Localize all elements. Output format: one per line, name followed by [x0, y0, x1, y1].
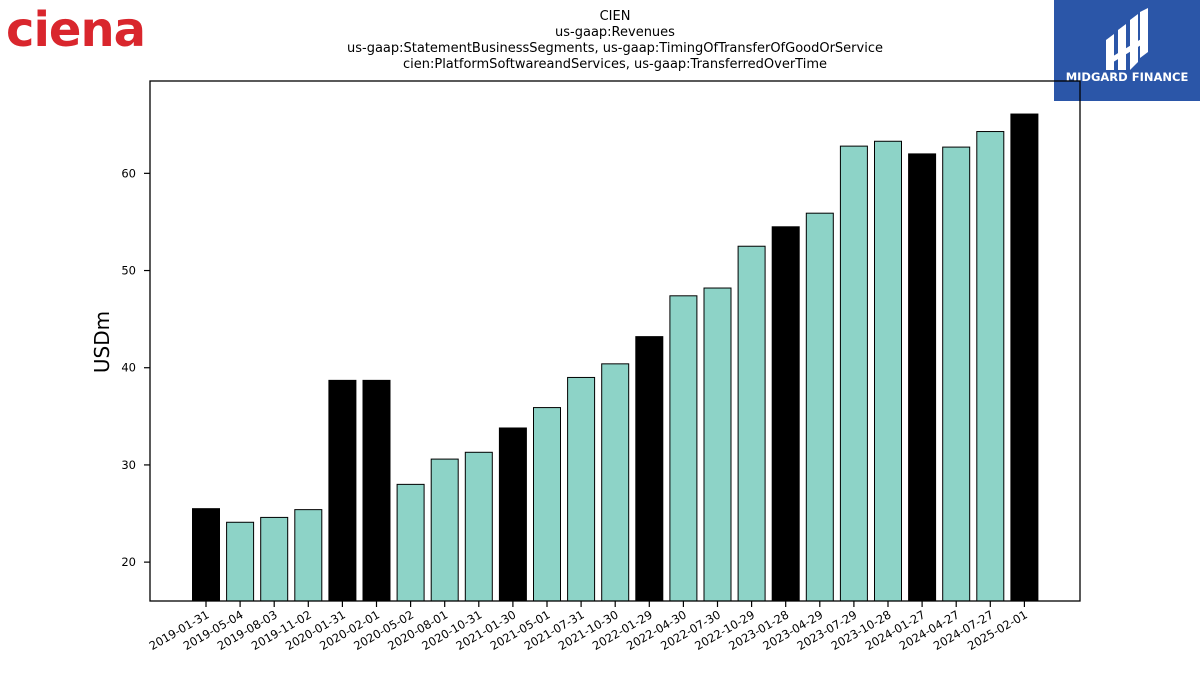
bar-2025-02-01: [1010, 113, 1039, 602]
midgard-logo-text: MIDGARD FINANCE: [1066, 70, 1189, 84]
chart-title: CIENus-gaap:Revenuesus-gaap:StatementBus…: [347, 9, 883, 72]
midgard-emblem-icon: [1106, 8, 1148, 70]
ciena-logo-text: ciena: [6, 2, 145, 54]
bar-2023-10-28: [874, 140, 902, 602]
y-axis-ticks: 20 30 40 50 60: [121, 166, 150, 569]
y-tick-label: 30: [121, 458, 136, 472]
bar-2021-10-30: [601, 363, 630, 602]
bar-2019-01-31: [192, 508, 220, 602]
bar-2020-05-02: [396, 483, 425, 602]
chart-title-line: cien:PlatformSoftwareandServices, us-gaa…: [403, 57, 827, 72]
bar-2019-11-02: [294, 509, 323, 602]
chart-title-line: us-gaap:Revenues: [555, 25, 675, 40]
bar-2023-01-28: [771, 226, 800, 602]
bar-2022-04-30: [669, 295, 698, 602]
bar-2020-08-01: [430, 458, 459, 602]
bars: [192, 113, 1039, 602]
y-axis-label: USDm: [90, 311, 114, 373]
bar-2020-02-01: [362, 379, 391, 602]
y-tick-label: 40: [121, 361, 136, 375]
bar-2023-04-29: [805, 212, 834, 602]
bar-2019-08-03: [260, 516, 289, 602]
bar-2019-05-04: [226, 521, 255, 602]
bar-2021-05-01: [533, 407, 561, 602]
bar-2020-01-31: [328, 379, 357, 602]
y-tick-label: 50: [121, 264, 136, 278]
x-axis-ticks: 2019-01-312019-05-042019-08-032019-11-02…: [147, 601, 1030, 653]
midgard-finance-logo: MIDGARD FINANCE: [1054, 0, 1200, 101]
bar-2024-07-27: [976, 131, 1005, 602]
bar-2020-10-31: [464, 451, 493, 602]
chart-title-line: us-gaap:StatementBusinessSegments, us-ga…: [347, 41, 883, 56]
bar-2024-04-27: [942, 146, 971, 602]
bar-2024-01-27: [908, 153, 937, 602]
bar-2022-07-30: [703, 287, 732, 602]
chart-title-line: CIEN: [600, 9, 631, 24]
ciena-logo: ciena: [6, 2, 146, 54]
bar-2023-07-29: [839, 145, 868, 602]
bar-2022-01-29: [635, 336, 664, 602]
y-tick-label: 60: [121, 166, 136, 180]
bar-2021-01-30: [498, 427, 527, 602]
bar-2022-10-29: [737, 245, 766, 602]
y-tick-label: 20: [121, 555, 136, 569]
bar-2021-07-31: [567, 376, 596, 602]
